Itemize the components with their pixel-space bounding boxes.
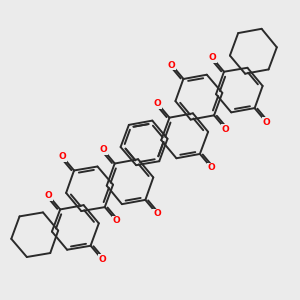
Text: O: O bbox=[45, 191, 52, 200]
Text: O: O bbox=[208, 164, 215, 172]
Text: O: O bbox=[154, 99, 162, 108]
Text: O: O bbox=[112, 217, 120, 226]
Text: O: O bbox=[99, 145, 107, 154]
Text: O: O bbox=[222, 125, 230, 134]
Text: O: O bbox=[262, 118, 270, 127]
Text: O: O bbox=[58, 152, 66, 161]
Text: O: O bbox=[153, 209, 161, 218]
Text: O: O bbox=[208, 53, 216, 62]
Text: O: O bbox=[168, 61, 176, 70]
Text: O: O bbox=[98, 255, 106, 264]
